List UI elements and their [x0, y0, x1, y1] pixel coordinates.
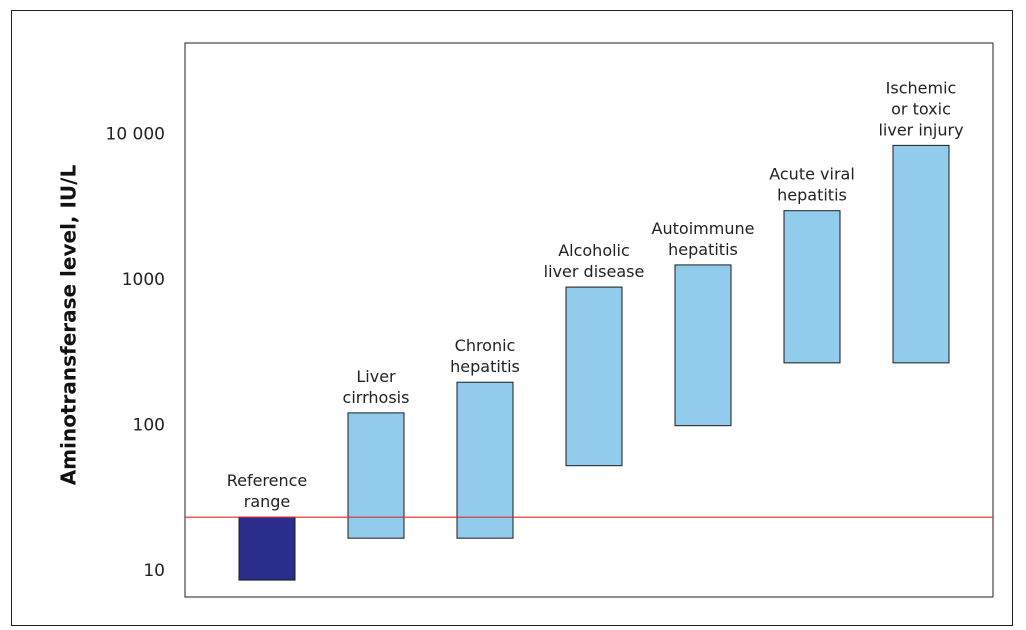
category-labels: Reference range Liver cirrhosis Chronic hepat… — [227, 78, 964, 511]
range-bar — [565, 286, 623, 467]
category-label: hepatitis — [668, 240, 738, 259]
category-label: hepatitis — [777, 186, 847, 205]
category-label: Reference — [227, 471, 308, 490]
category-label: Autoimmune — [652, 219, 755, 238]
y-tick-label: 100 — [133, 415, 165, 435]
category-label: Acute viral — [769, 165, 855, 184]
range-bar — [783, 210, 841, 364]
category-label: range — [244, 492, 291, 511]
category-label: hepatitis — [450, 357, 520, 376]
category-label: Liver — [356, 367, 396, 386]
range-bar — [892, 144, 950, 364]
y-tick-label: 10 000 — [106, 125, 165, 145]
range-bar — [347, 412, 405, 539]
category-label: or toxic — [891, 99, 951, 118]
category-label: Chronic — [455, 336, 516, 355]
y-tick-labels: 10 100 1000 10 000 — [106, 125, 165, 581]
range-bar — [238, 516, 296, 581]
range-bar — [456, 381, 514, 539]
category-label: Ischemic — [886, 78, 957, 97]
category-label: Alcoholic — [558, 241, 630, 260]
y-tick-label: 1000 — [122, 270, 165, 290]
plot-area — [184, 42, 994, 598]
figure-frame — [11, 10, 1013, 626]
y-tick-label: 10 — [143, 561, 165, 581]
range-bar — [674, 264, 732, 427]
bars-layer — [238, 144, 950, 581]
category-label: cirrhosis — [343, 388, 410, 407]
category-label: liver injury — [878, 120, 963, 139]
category-label: liver disease — [544, 262, 645, 281]
y-axis-label: Aminotransferase level, IU/L — [57, 165, 81, 486]
